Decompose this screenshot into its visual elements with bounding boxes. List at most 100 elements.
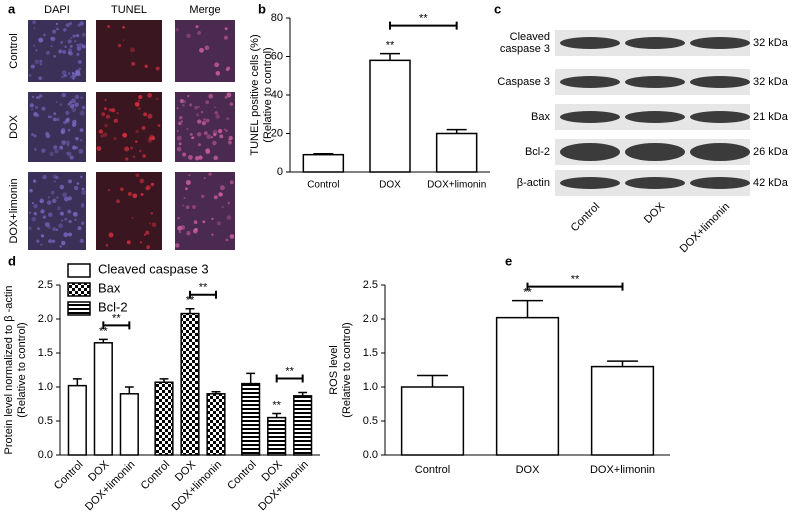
cell-dot [226, 92, 232, 98]
cell-dot [194, 156, 200, 161]
cell-dot [68, 179, 73, 184]
x-tick-label: DOX [379, 180, 401, 191]
cell-dot [155, 66, 160, 71]
cell-dot [63, 28, 67, 32]
cell-dot [41, 148, 46, 153]
cell-dot [176, 129, 179, 132]
cell-dot [151, 136, 156, 141]
blot-band [625, 37, 685, 49]
cell-dot [42, 174, 47, 180]
blot-band [560, 177, 620, 189]
cell-dot [67, 209, 72, 214]
significance-label: ** [285, 365, 294, 377]
cell-dot [132, 155, 136, 159]
cell-dot [33, 27, 36, 30]
cell-dot [129, 47, 135, 53]
cell-dot [126, 240, 131, 245]
cell-dot [138, 149, 142, 153]
cell-dot [219, 134, 224, 139]
cell-dot [32, 179, 37, 183]
bar [435, 132, 478, 173]
cell-dot [182, 204, 185, 207]
cell-dot [229, 234, 235, 239]
cell-dot [69, 155, 74, 160]
y-tick-label: 1.5 [38, 347, 53, 359]
cell-dot [68, 71, 71, 75]
bar [180, 312, 200, 456]
cell-dot [76, 46, 82, 51]
cell-dot [175, 243, 180, 248]
cell-dot [81, 44, 86, 49]
error-bar [211, 391, 221, 394]
cell-dot [179, 115, 183, 120]
cell-dot [77, 59, 82, 64]
cell-dot [195, 25, 199, 29]
cell-dot [63, 196, 69, 202]
cell-dot [39, 59, 43, 63]
cell-dot [105, 244, 109, 247]
cell-dot [33, 212, 37, 216]
cell-dot [226, 92, 232, 98]
cell-dot [104, 98, 107, 101]
cell-dot [137, 107, 141, 111]
cell-dot [61, 219, 64, 222]
protein-label: β-actin [516, 177, 550, 189]
cell-dot [56, 196, 59, 199]
cell-dot [113, 118, 118, 123]
cell-dot [186, 127, 189, 131]
cell-dot [205, 118, 210, 123]
y-axis-label: (Relative to control) [341, 322, 353, 417]
cell-dot [73, 40, 77, 43]
cell-dot [135, 129, 139, 134]
cell-dot [122, 39, 125, 42]
cell-dot [189, 103, 193, 107]
y-tick-label: 2.5 [363, 279, 378, 291]
cell-dot [208, 172, 212, 176]
y-tick-label: 0.0 [38, 449, 53, 461]
significance-bracket [526, 282, 624, 291]
cell-dot [52, 227, 57, 232]
cell-dot [196, 113, 200, 117]
cell-dot [74, 102, 79, 108]
cell-dot [180, 225, 186, 230]
cell-dot [28, 211, 32, 214]
cell-dot [46, 50, 50, 55]
cell-dot [221, 205, 224, 209]
cell-dot [229, 102, 234, 106]
cell-dot [127, 192, 132, 196]
significance-bracket [275, 374, 304, 383]
cell-dot [71, 107, 77, 113]
significance-label: ** [186, 295, 195, 307]
cell-dot [66, 151, 69, 155]
cell-dot [200, 194, 205, 199]
cell-dot [50, 191, 55, 195]
column-header: DAPI [44, 4, 70, 16]
cell-dot [71, 122, 77, 128]
cell-dot [185, 205, 190, 210]
cell-dot [176, 135, 182, 141]
cell-dot [47, 196, 50, 199]
cell-dot [50, 36, 54, 40]
cell-dot [33, 134, 37, 138]
cell-dot [48, 212, 53, 217]
blot-band [560, 143, 620, 161]
cell-dot [131, 61, 136, 66]
cell-dot [227, 201, 231, 205]
cell-dot [52, 29, 57, 34]
cell-dot [57, 206, 61, 211]
cell-dot [69, 104, 75, 109]
cell-dot [67, 103, 71, 106]
cell-dot [225, 68, 229, 72]
cell-dot [79, 238, 84, 244]
error-bar [98, 338, 108, 343]
cell-dot [211, 217, 214, 220]
bar [267, 416, 287, 456]
cell-dot [60, 240, 66, 246]
size-label: 32 kDa [753, 76, 788, 88]
cell-dot [122, 132, 128, 138]
cell-dot [228, 135, 233, 141]
cell-dot [63, 232, 69, 238]
size-label: 21 kDa [753, 111, 788, 123]
size-label: 42 kDa [753, 177, 788, 189]
cell-dot [150, 182, 155, 187]
